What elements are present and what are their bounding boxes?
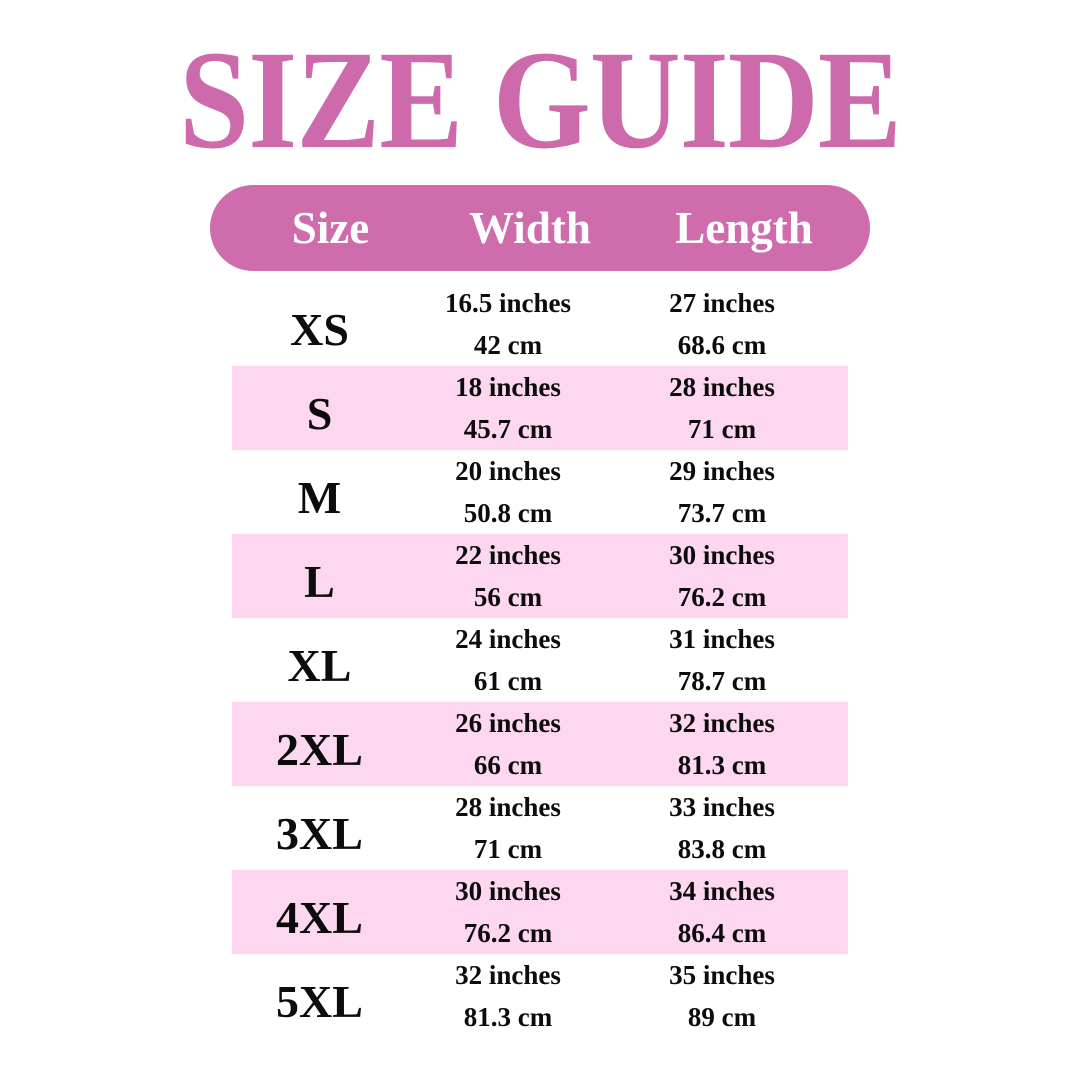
cell-length: 33 inches 83.8 cm — [615, 786, 829, 870]
table-row: L 22 inches 56 cm 30 inches 76.2 cm — [232, 534, 848, 618]
cell-width-cm: 42 cm — [473, 330, 543, 360]
cell-length: 31 inches 78.7 cm — [615, 618, 829, 702]
cell-width-inches: 18 inches — [455, 372, 561, 402]
cell-size: 4XL — [276, 892, 363, 943]
table-row: M 20 inches 50.8 cm 29 inches 73.7 cm — [232, 450, 848, 534]
cell-size: 3XL — [276, 808, 363, 859]
cell-length-inches: 30 inches — [669, 540, 775, 570]
cell-length-inches: 28 inches — [669, 372, 775, 402]
cell-length-inches: 27 inches — [669, 288, 775, 318]
cell-width-inches: 22 inches — [455, 540, 561, 570]
cell-size: L — [304, 556, 335, 607]
cell-length-inches: 29 inches — [669, 456, 775, 486]
cell-width-cm: 66 cm — [473, 750, 543, 780]
cell-width-inches: 20 inches — [455, 456, 561, 486]
table-row: XL 24 inches 61 cm 31 inches 78.7 cm — [232, 618, 848, 702]
column-header-size: Size — [291, 202, 370, 253]
cell-length-cm: 83.8 cm — [677, 834, 767, 864]
column-header-length: Length — [675, 202, 813, 253]
table-row: 3XL 28 inches 71 cm 33 inches 83.8 cm — [232, 786, 848, 870]
cell-size: M — [297, 472, 342, 523]
cell-length-cm: 71 cm — [687, 414, 757, 444]
cell-length-inches: 31 inches — [669, 624, 775, 654]
cell-width-cm: 76.2 cm — [463, 918, 553, 948]
cell-width-cm: 50.8 cm — [463, 498, 553, 528]
cell-length-inches: 34 inches — [669, 876, 775, 906]
cell-length-inches: 35 inches — [669, 960, 775, 990]
cell-length-cm: 68.6 cm — [677, 330, 767, 360]
cell-width-inches: 24 inches — [455, 624, 561, 654]
cell-width-cm: 56 cm — [473, 582, 543, 612]
cell-length-inches: 32 inches — [669, 708, 775, 738]
column-header-width: Width — [469, 202, 591, 253]
cell-length: 28 inches 71 cm — [615, 366, 829, 450]
cell-length-cm: 89 cm — [687, 1002, 757, 1032]
table-row: 4XL 30 inches 76.2 cm 34 inches 86.4 cm — [232, 870, 848, 954]
cell-width: 26 inches 66 cm — [401, 702, 615, 786]
cell-width-cm: 71 cm — [473, 834, 543, 864]
cell-length-cm: 76.2 cm — [677, 582, 767, 612]
cell-size: 5XL — [276, 976, 363, 1027]
cell-width-cm: 61 cm — [473, 666, 543, 696]
cell-width-inches: 26 inches — [455, 708, 561, 738]
cell-length-cm: 86.4 cm — [677, 918, 767, 948]
size-table-body: XS 16.5 inches 42 cm 27 inches 68.6 cm S 18 in… — [232, 282, 848, 1038]
cell-length: 30 inches 76.2 cm — [615, 534, 829, 618]
cell-width: 20 inches 50.8 cm — [401, 450, 615, 534]
cell-length: 29 inches 73.7 cm — [615, 450, 829, 534]
cell-size: XS — [290, 304, 349, 355]
table-header-bar: Size Width Length — [210, 185, 870, 271]
cell-width: 28 inches 71 cm — [401, 786, 615, 870]
cell-width: 24 inches 61 cm — [401, 618, 615, 702]
cell-length-cm: 81.3 cm — [677, 750, 767, 780]
cell-width-inches: 28 inches — [455, 792, 561, 822]
cell-width-cm: 45.7 cm — [463, 414, 553, 444]
cell-size: S — [306, 388, 333, 439]
table-row: 2XL 26 inches 66 cm 32 inches 81.3 cm — [232, 702, 848, 786]
cell-length: 27 inches 68.6 cm — [615, 282, 829, 366]
cell-width-inches: 16.5 inches — [444, 288, 571, 318]
cell-size: 2XL — [276, 724, 363, 775]
cell-size: XL — [287, 640, 352, 691]
table-row: 5XL 32 inches 81.3 cm 35 inches 89 cm — [232, 954, 848, 1038]
cell-width: 30 inches 76.2 cm — [401, 870, 615, 954]
cell-width-cm: 81.3 cm — [463, 1002, 553, 1032]
cell-width: 18 inches 45.7 cm — [401, 366, 615, 450]
cell-width-inches: 32 inches — [455, 960, 561, 990]
cell-width: 16.5 inches 42 cm — [401, 282, 615, 366]
cell-length-cm: 73.7 cm — [677, 498, 767, 528]
page-title: SIZE GUIDE — [179, 22, 902, 179]
cell-length: 34 inches 86.4 cm — [615, 870, 829, 954]
cell-length: 35 inches 89 cm — [615, 954, 829, 1038]
cell-width: 32 inches 81.3 cm — [401, 954, 615, 1038]
cell-length-cm: 78.7 cm — [677, 666, 767, 696]
cell-width-inches: 30 inches — [455, 876, 561, 906]
cell-width: 22 inches 56 cm — [401, 534, 615, 618]
table-row: S 18 inches 45.7 cm 28 inches 71 cm — [232, 366, 848, 450]
cell-length: 32 inches 81.3 cm — [615, 702, 829, 786]
cell-length-inches: 33 inches — [669, 792, 775, 822]
table-row: XS 16.5 inches 42 cm 27 inches 68.6 cm — [232, 282, 848, 366]
